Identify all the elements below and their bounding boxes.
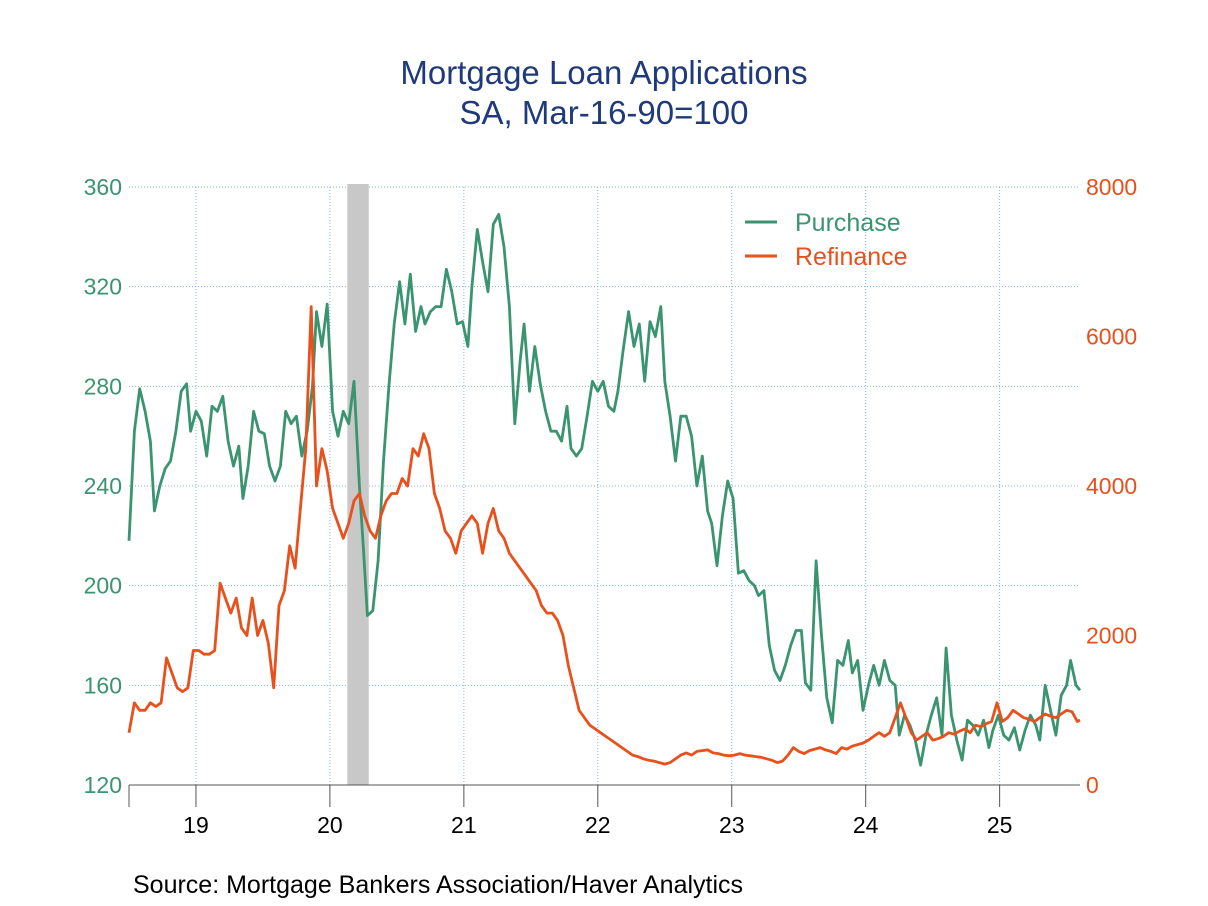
grid: [129, 186, 1080, 786]
chart-subtitle: SA, Mar-16-90=100: [459, 94, 749, 131]
y-left-tick-label: 320: [84, 274, 122, 300]
axes: 19 20 21 22 23 24 25 360 320 280 240 200 160 120 8000 6…: [84, 174, 1138, 838]
y-left-tick-label: 280: [84, 373, 122, 399]
x-tick-label: 22: [585, 812, 611, 838]
chart-title: Mortgage Loan Applications: [400, 54, 808, 91]
series-line-refinance: [127, 305, 1081, 766]
y-left-tick-label: 200: [84, 573, 122, 599]
y-left-tick-label: 360: [84, 174, 122, 200]
source-note: Source: Mortgage Bankers Association/Hav…: [133, 871, 744, 899]
x-tick-label: 21: [451, 812, 477, 838]
x-tick-label: 19: [183, 812, 209, 838]
y-left-tick-label: 120: [84, 772, 122, 798]
legend: Purchase Refinance: [745, 209, 908, 271]
y-right-tick-label: 4000: [1086, 473, 1137, 499]
y-left-tick-label: 240: [84, 473, 122, 499]
y-right-tick-label: 6000: [1086, 324, 1137, 350]
y-right-tick-label: 2000: [1086, 623, 1137, 649]
y-right-tick-label: 0: [1086, 772, 1099, 798]
x-tick-label: 20: [317, 812, 343, 838]
legend-label-refinance: Refinance: [795, 243, 908, 271]
x-tick-label: 25: [987, 812, 1013, 838]
y-left-tick-label: 160: [84, 672, 122, 698]
x-tick-label: 23: [719, 812, 745, 838]
series-line-purchase: [127, 213, 1082, 767]
y-right-tick-label: 8000: [1086, 174, 1137, 200]
series-lines: [127, 213, 1082, 767]
x-tick-label: 24: [853, 812, 879, 838]
legend-label-purchase: Purchase: [795, 209, 901, 237]
